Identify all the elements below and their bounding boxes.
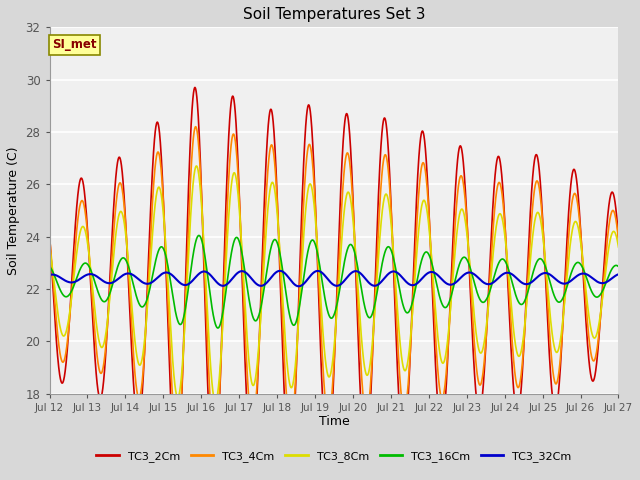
Legend: TC3_2Cm, TC3_4Cm, TC3_8Cm, TC3_16Cm, TC3_32Cm: TC3_2Cm, TC3_4Cm, TC3_8Cm, TC3_16Cm, TC3… [92,447,576,467]
TC3_16Cm [439,303,447,309]
TC3_2Cm [210,477,218,480]
TC3_32Cm [439,277,447,283]
Line: TC3_16Cm: TC3_16Cm [49,236,618,328]
TC3_8Cm [485,294,493,300]
Line: TC3_4Cm: TC3_4Cm [49,127,618,441]
TC3_16Cm [81,260,89,266]
TC3_4Cm [614,237,622,242]
TC3_8Cm [113,221,121,227]
TC3_32Cm [45,272,53,278]
TC3_4Cm [439,394,447,400]
Text: SI_met: SI_met [52,38,97,51]
TC3_16Cm [45,264,53,269]
TC3_32Cm [276,268,284,274]
TC3_8Cm [114,216,122,222]
TC3_2Cm [191,84,199,90]
TC3_4Cm [45,234,53,240]
TC3_4Cm [113,191,121,197]
Line: TC3_2Cm: TC3_2Cm [49,87,618,480]
TC3_8Cm [614,244,622,250]
TC3_32Cm [114,276,122,282]
TC3_8Cm [223,247,230,253]
Y-axis label: Soil Temperature (C): Soil Temperature (C) [7,146,20,275]
Line: TC3_32Cm: TC3_32Cm [49,271,618,286]
TC3_32Cm [81,273,89,278]
TC3_2Cm [45,231,53,237]
TC3_2Cm [614,235,622,241]
TC3_8Cm [212,398,220,404]
TC3_2Cm [485,274,493,280]
TC3_32Cm [295,283,303,289]
TC3_16Cm [614,264,622,269]
TC3_32Cm [614,271,622,277]
X-axis label: Time: Time [319,415,349,429]
TC3_8Cm [81,228,89,234]
TC3_2Cm [223,180,230,186]
TC3_16Cm [223,283,230,288]
TC3_4Cm [485,288,493,293]
TC3_16Cm [485,290,493,296]
TC3_4Cm [114,186,122,192]
TC3_32Cm [113,277,121,283]
TC3_8Cm [193,163,200,169]
TC3_16Cm [113,265,121,271]
TC3_4Cm [223,217,230,223]
TC3_2Cm [114,157,122,163]
TC3_2Cm [113,162,121,168]
TC3_2Cm [439,422,447,428]
TC3_16Cm [114,263,122,269]
TC3_4Cm [81,211,89,216]
TC3_4Cm [192,124,200,130]
TC3_16Cm [195,233,203,239]
TC3_32Cm [223,282,230,288]
Title: Soil Temperatures Set 3: Soil Temperatures Set 3 [243,7,425,22]
TC3_4Cm [211,438,218,444]
TC3_8Cm [45,244,53,250]
TC3_8Cm [439,360,447,366]
TC3_2Cm [81,199,89,205]
TC3_16Cm [214,325,221,331]
Line: TC3_8Cm: TC3_8Cm [49,166,618,401]
TC3_32Cm [485,281,493,287]
